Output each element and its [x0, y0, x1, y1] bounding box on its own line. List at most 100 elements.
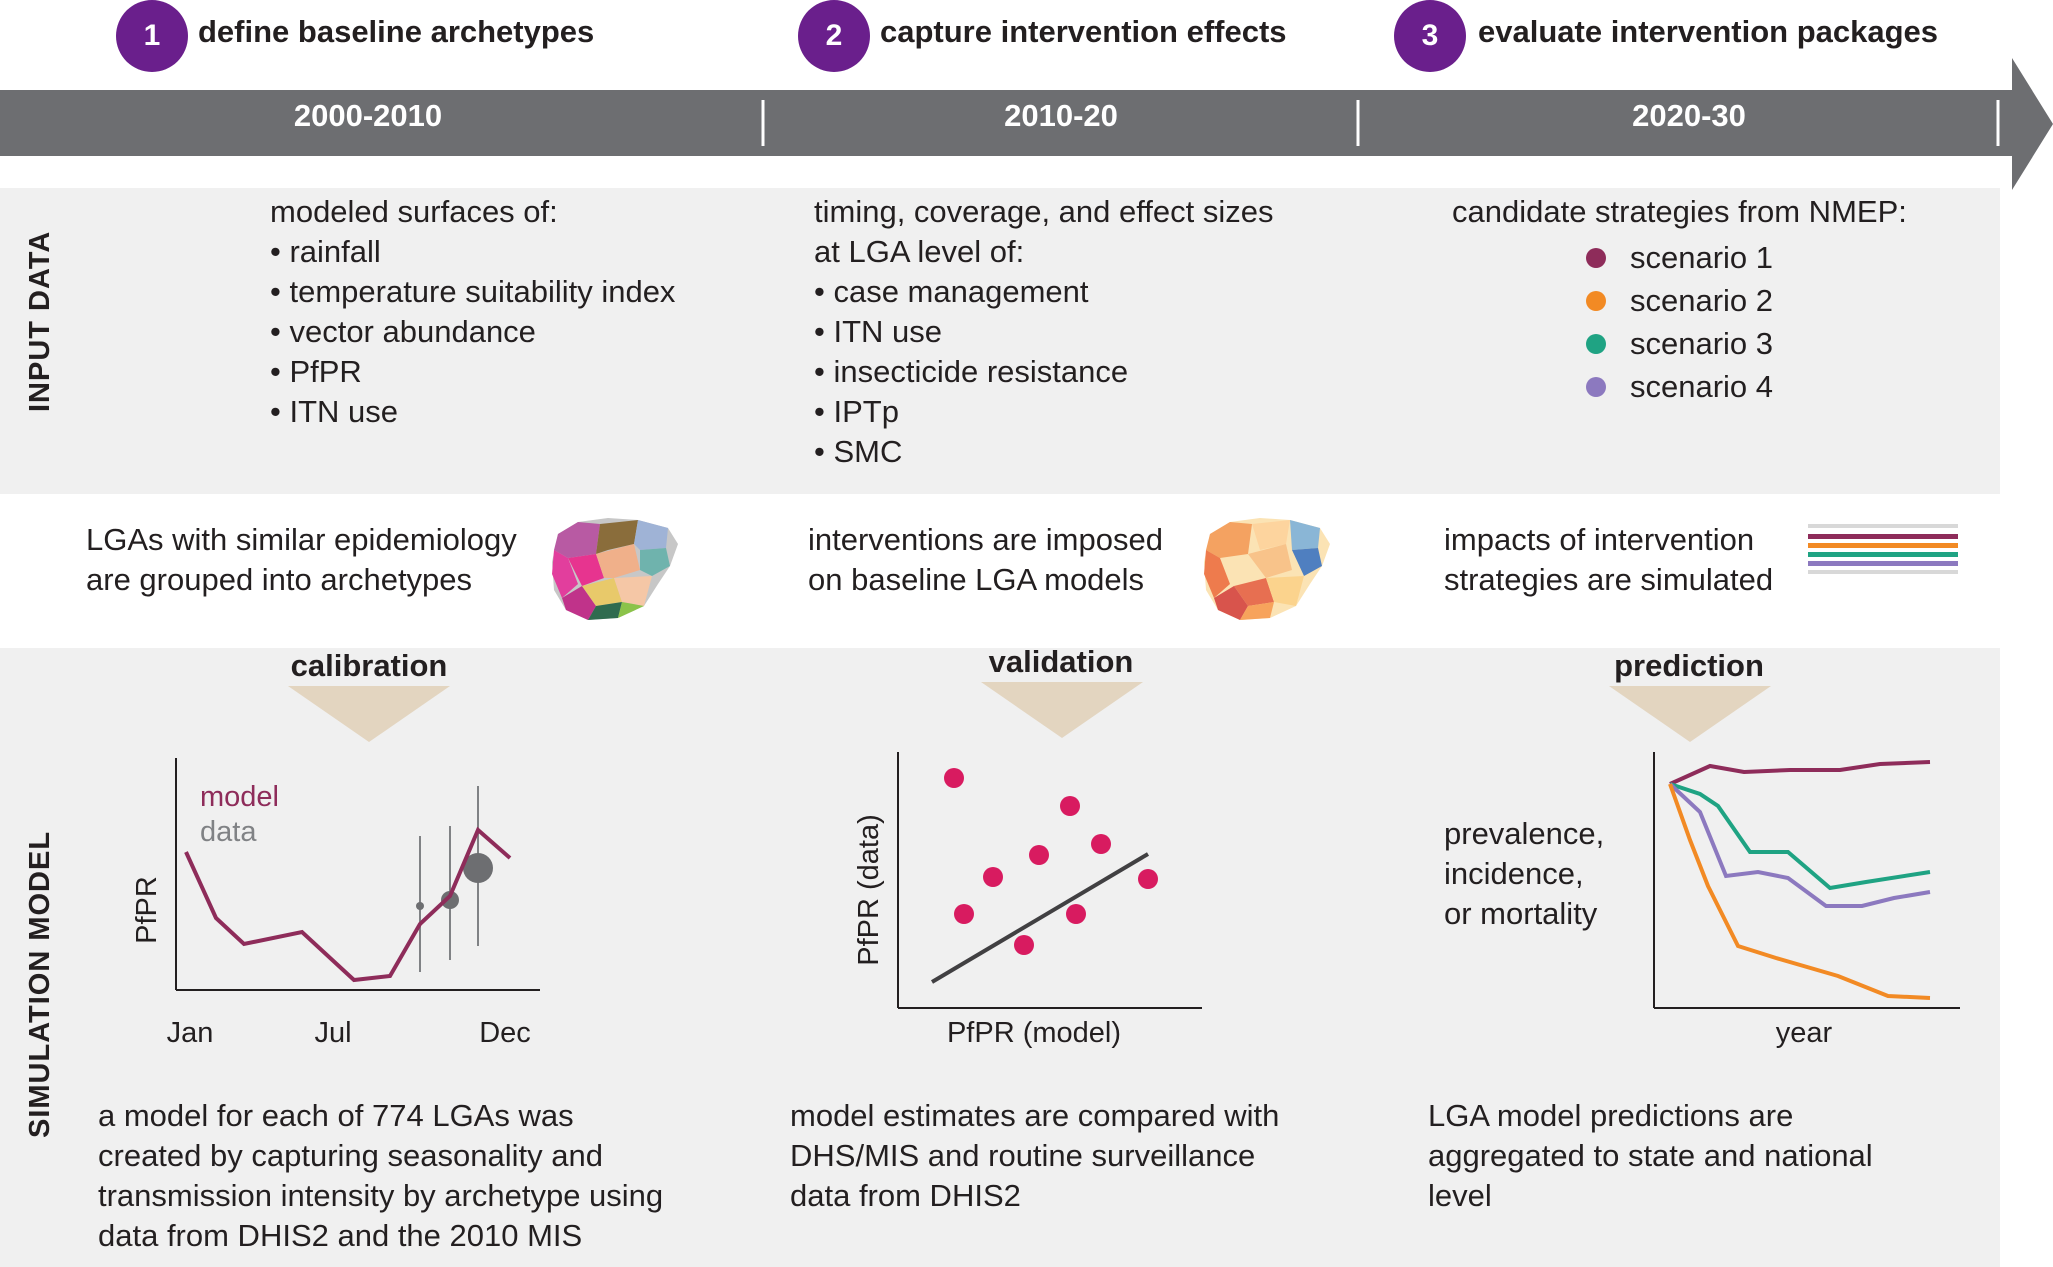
xtick-jul: Jul — [314, 1017, 351, 1049]
scenario-2-dot — [1586, 290, 1606, 311]
prediction-chart: year — [1653, 752, 1960, 1049]
archetype-map-image — [552, 518, 678, 620]
middle-col3-text: impacts of intervention strategies are s… — [1444, 520, 1773, 600]
strategies-table-image — [1808, 524, 1958, 574]
step-2-title: capture intervention effects — [880, 14, 1287, 49]
middle-col2-line: interventions are imposed — [808, 522, 1163, 557]
input-data-label: INPUT DATA — [24, 230, 56, 412]
input-col1: modeled surfaces of: • rainfall • temper… — [270, 192, 675, 432]
xtick-jan: Jan — [167, 1017, 214, 1049]
stage-validation: validation — [988, 644, 1134, 679]
middle-col1-text: LGAs with similar epidemiology are group… — [86, 520, 517, 600]
validation-arrow — [981, 682, 1143, 738]
step-3-badge: 3 — [1394, 0, 1466, 72]
input-col3-heading: candidate strategies from NMEP: — [1452, 194, 1907, 229]
period-2010-20: 2010-20 — [1004, 98, 1118, 133]
validation-xlabel: PfPR (model) — [947, 1017, 1121, 1049]
middle-col1-line: LGAs with similar epidemiology — [86, 522, 517, 557]
scenario-1-dot — [1586, 247, 1606, 268]
description-line: created by capturing seasonality and — [98, 1138, 603, 1173]
input-col2-item: • insecticide resistance — [814, 354, 1129, 389]
input-col1-item: • rainfall — [270, 234, 381, 269]
simulation-model-label: SIMULATION MODEL — [24, 830, 56, 1138]
scenario-4-dot — [1586, 376, 1606, 397]
description-line: a model for each of 774 LGAs was — [98, 1098, 574, 1133]
scatter-point — [1091, 834, 1111, 854]
description-line: LGA model predictions are — [1428, 1098, 1794, 1133]
input-col1-item: • ITN use — [270, 394, 398, 429]
scenario-1-line — [1669, 760, 1931, 786]
scenario-2-label: scenario 2 — [1630, 282, 1774, 318]
legend-data: data — [200, 816, 257, 848]
description-line: transmission intensity by archetype usin… — [98, 1178, 664, 1213]
scatter-point — [1060, 796, 1080, 816]
data-point — [463, 853, 493, 883]
step-3-title: evaluate intervention packages — [1478, 14, 1939, 49]
input-col1-item: • temperature suitability index — [270, 274, 676, 309]
middle-col3-line: strategies are simulated — [1444, 562, 1774, 597]
scenario-3-line — [1669, 782, 1931, 891]
input-col1-heading: modeled surfaces of: — [270, 194, 558, 229]
scatter-point — [1066, 904, 1086, 924]
validation-chart: PfPR (data) PfPR (model) — [853, 752, 1202, 1049]
calibration-chart: model data PfPR Jan Jul Dec — [131, 758, 540, 1049]
scenario-4-label: scenario 4 — [1630, 368, 1774, 404]
scatter-point — [983, 867, 1003, 887]
scenario-4-row: scenario 4 — [1586, 365, 1773, 408]
simulation-model-band — [0, 648, 2000, 1267]
input-col2-item: • case management — [814, 274, 1089, 309]
period-2020-30: 2020-30 — [1632, 98, 1746, 133]
step-1-badge: 1 — [116, 0, 188, 72]
middle-col3-line: impacts of intervention — [1444, 522, 1755, 557]
xtick-dec: Dec — [479, 1017, 531, 1049]
prediction-ylabel-line: incidence, — [1444, 856, 1584, 891]
scenario-2-row: scenario 2 — [1586, 279, 1773, 322]
scenario-legend: scenario 1 scenario 2 scenario 3 scenari… — [1586, 236, 1773, 408]
description-line: data from DHIS2 and the 2010 MIS — [98, 1218, 583, 1253]
input-col2: timing, coverage, and effect sizes at LG… — [814, 192, 1274, 472]
input-col2-item: • ITN use — [814, 314, 942, 349]
input-data-band — [0, 188, 2000, 494]
scenario-3-row: scenario 3 — [1586, 322, 1773, 365]
scenario-4-line — [1668, 782, 1931, 908]
prediction-ylabel-line: prevalence, — [1444, 816, 1605, 851]
validation-ylabel: PfPR (data) — [853, 814, 885, 966]
scenario-2-line — [1668, 783, 1931, 1000]
calibration-arrow — [288, 686, 450, 742]
scenario-1-label: scenario 1 — [1630, 239, 1774, 275]
prediction-xlabel: year — [1776, 1017, 1833, 1049]
description-line: model estimates are compared with — [790, 1098, 1280, 1133]
prediction-ylabel: prevalence, incidence, or mortality — [1444, 814, 1604, 934]
description-col3: LGA model predictions are aggregated to … — [1428, 1096, 1873, 1216]
input-col1-item: • vector abundance — [270, 314, 536, 349]
input-col2-heading: timing, coverage, and effect sizes — [814, 194, 1274, 229]
input-col2-item: • IPTp — [814, 394, 899, 429]
step-2-badge: 2 — [798, 0, 870, 72]
input-col2-item: • SMC — [814, 434, 903, 469]
scatter-point — [954, 904, 974, 924]
scenario-3-dot — [1586, 333, 1606, 354]
description-line: data from DHIS2 — [790, 1178, 1021, 1213]
stage-prediction: prediction — [1614, 648, 1764, 683]
timeline-arrow — [0, 58, 2053, 190]
scatter-point — [1014, 935, 1034, 955]
description-line: DHS/MIS and routine surveillance — [790, 1138, 1256, 1173]
middle-col1-line: are grouped into archetypes — [86, 562, 473, 597]
input-col2-heading: at LGA level of: — [814, 234, 1025, 269]
description-col1: a model for each of 774 LGAs was created… — [98, 1096, 663, 1256]
fit-line — [930, 852, 1150, 984]
calibration-ylabel: PfPR — [131, 876, 163, 944]
data-point — [416, 902, 424, 910]
prediction-arrow — [1609, 686, 1771, 742]
step-1-title: define baseline archetypes — [198, 14, 595, 49]
middle-col2-line: on baseline LGA models — [808, 562, 1145, 597]
data-point — [441, 891, 459, 909]
intervention-map-image — [1204, 518, 1330, 620]
scenario-1-row: scenario 1 — [1586, 236, 1773, 279]
model-line — [184, 826, 512, 983]
stage-calibration: calibration — [290, 648, 448, 683]
input-col3: candidate strategies from NMEP: — [1452, 192, 1907, 232]
scatter-point — [1029, 845, 1049, 865]
description-line: aggregated to state and national — [1428, 1138, 1873, 1173]
input-col1-item: • PfPR — [270, 354, 362, 389]
